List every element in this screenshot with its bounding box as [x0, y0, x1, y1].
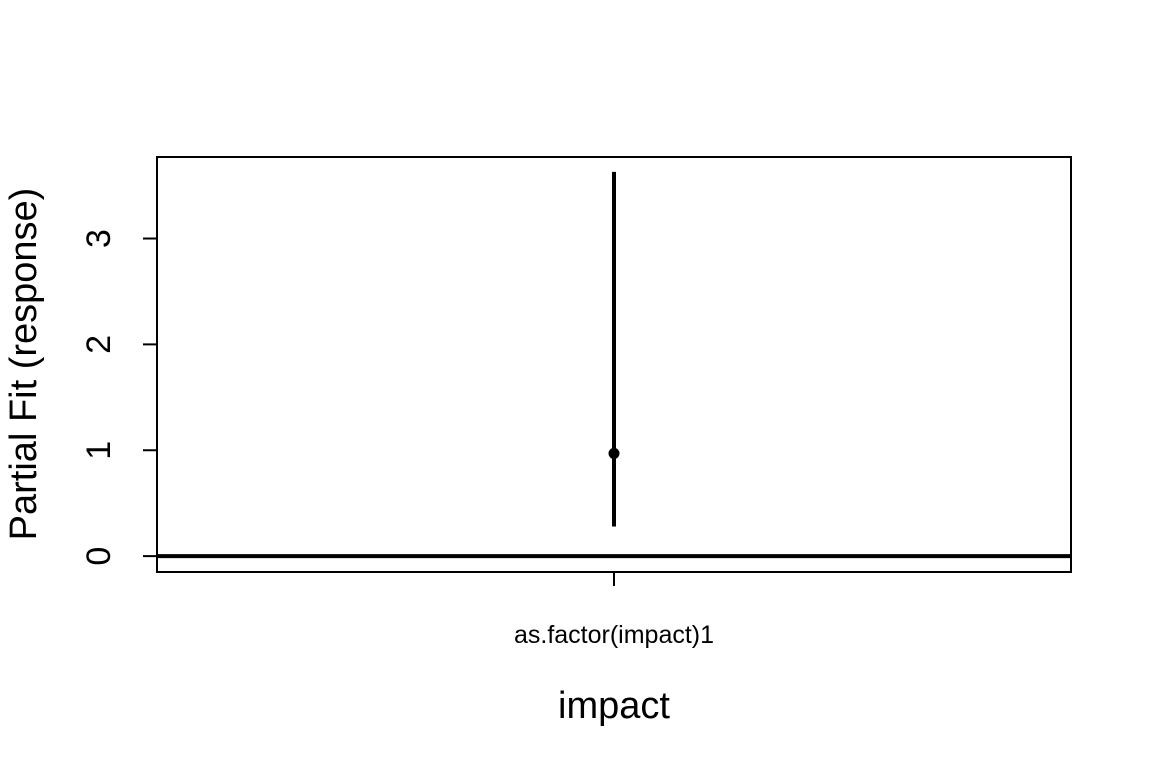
- x-axis: as.factor(impact)1: [514, 572, 714, 649]
- plot-marks: [157, 171, 1071, 559]
- y-tick-label: 3: [80, 229, 118, 248]
- point-estimate-marker: [608, 447, 620, 459]
- x-axis-label: impact: [558, 685, 670, 727]
- y-axis: 0 1 2 3: [80, 229, 157, 566]
- y-axis-label: Partial Fit (response): [3, 188, 45, 541]
- y-tick-label: 2: [80, 335, 118, 354]
- y-tick-label: 0: [80, 547, 118, 566]
- x-tick-label: as.factor(impact)1: [514, 621, 714, 649]
- y-tick-label: 1: [80, 441, 118, 460]
